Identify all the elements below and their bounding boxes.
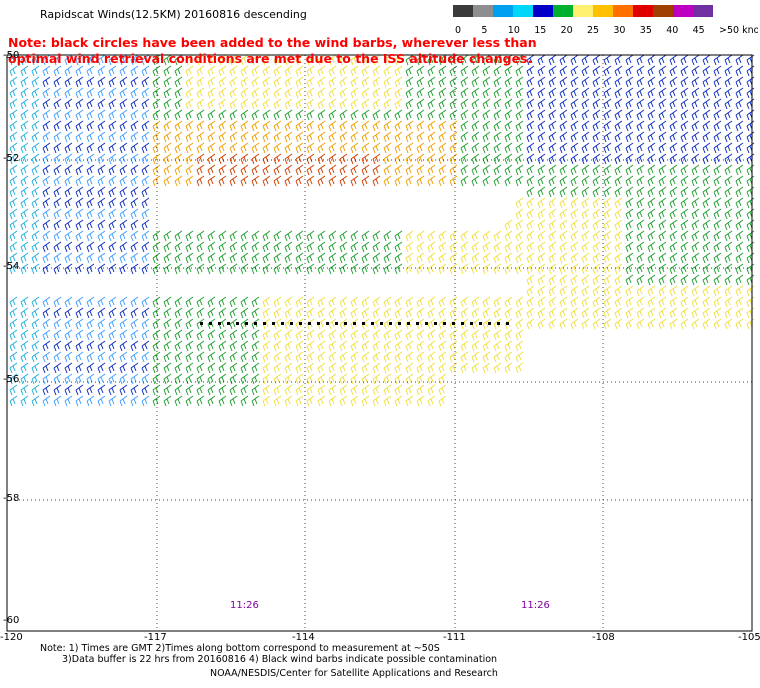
colorbar-label: 35 [640,25,652,36]
colorbar-swatch [653,5,673,17]
colorbar-label: 15 [534,25,546,36]
colorbar-swatch [613,5,633,17]
colorbar-swatch [593,5,613,17]
colorbar-label: 45 [693,25,705,36]
footer-credit: NOAA/NESDIS/Center for Satellite Applica… [210,668,498,679]
colorbar-swatch [693,5,713,17]
colorbar-label: >50 knots [719,25,758,36]
colorbar-label: 20 [561,25,573,36]
map-title: Rapidscat Winds(12.5KM) 20160816 descend… [40,8,307,21]
colorbar-swatch [553,5,573,17]
lat-label: -50 [3,50,20,61]
footer-note-2: 3)Data buffer is 22 hrs from 20160816 4)… [62,654,498,665]
colorbar-label: 40 [666,25,678,36]
map-frame [6,54,753,632]
lon-label: -120 [0,632,23,643]
time-label: 11:26 [230,600,259,611]
lon-label: -108 [592,632,615,643]
lon-label: -117 [144,632,167,643]
colorbar-swatch [473,5,493,17]
lon-label: -114 [292,632,315,643]
colorbar-label: 25 [587,25,599,36]
lat-label: -56 [3,374,20,385]
colorbar-swatch [453,5,473,17]
colorbar-swatch [673,5,693,17]
contamination-note: Note: black circles have been added to t… [8,35,537,66]
colorbar-label: 0 [455,25,461,36]
colorbar-swatch [493,5,513,17]
lon-label: -111 [443,632,466,643]
lat-label: -54 [3,261,20,272]
wind-barbs [9,54,755,407]
colorbar-swatch [533,5,553,17]
colorbar-swatch [513,5,533,17]
time-label: 11:26 [521,600,550,611]
colorbar-label: 5 [481,25,487,36]
lat-label: -58 [3,493,20,504]
lon-label: -105 [738,632,760,643]
lat-label: -60 [3,615,20,626]
footer-note-1: Note: 1) Times are GMT 2)Times along bot… [40,643,440,654]
colorbar-label: 30 [613,25,625,36]
colorbar-label: 10 [508,25,520,36]
colorbar: 0 5 10 15 20 25 30 35 40 45 >50 knots [453,5,758,36]
map-grid [7,55,752,631]
colorbar-swatch [633,5,653,17]
lat-label: -52 [3,153,20,164]
colorbar-swatch [573,5,593,17]
